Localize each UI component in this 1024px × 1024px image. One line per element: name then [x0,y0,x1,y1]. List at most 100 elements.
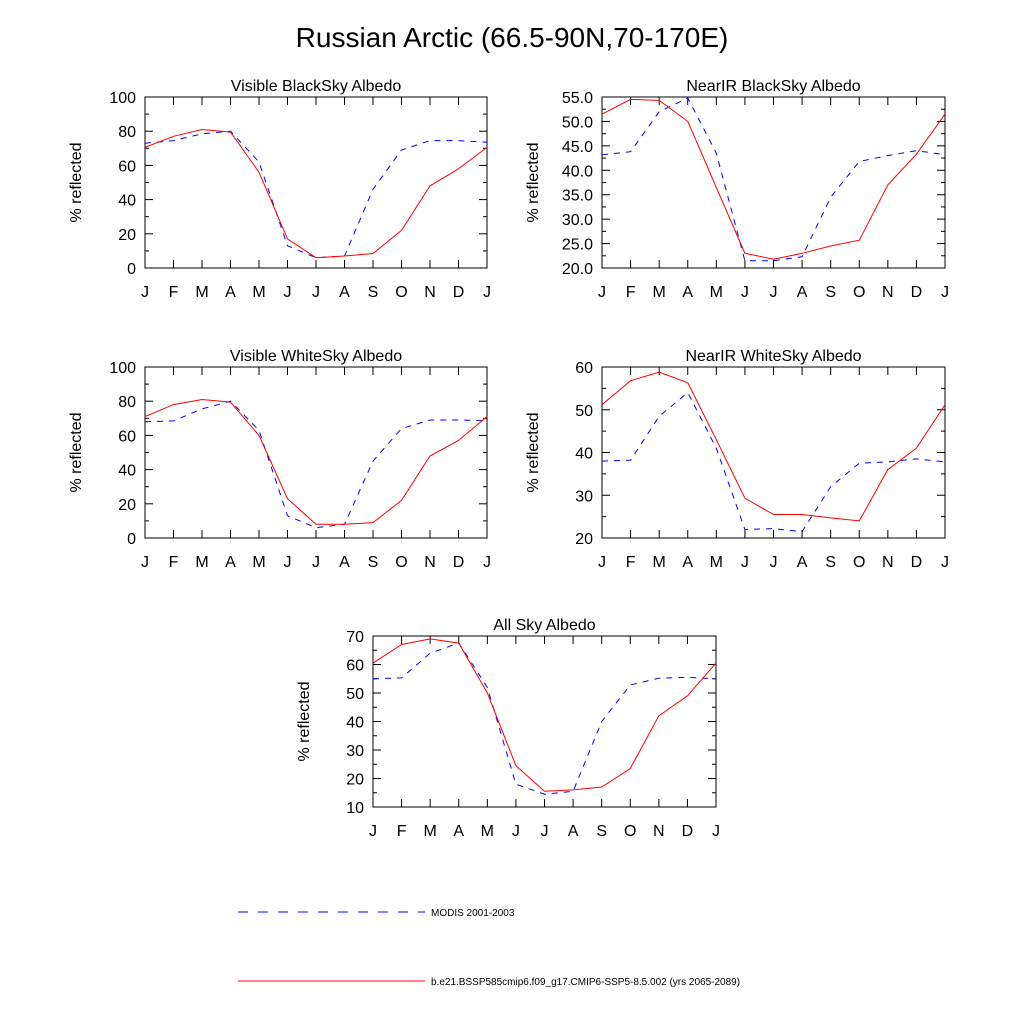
x-tick-label: D [911,284,923,301]
y-tick-label: 70 [346,629,364,646]
x-tick-label: A [682,284,693,301]
x-tick-label: N [882,284,894,301]
x-tick-label: F [169,284,179,301]
x-tick-label: N [882,554,894,571]
x-tick-label: O [853,284,865,301]
x-tick-label: O [395,284,407,301]
y-tick-label: 100 [109,360,136,377]
y-tick-label: 25.0 [562,237,593,254]
y-tick-label: 60 [118,428,136,445]
x-tick-label: A [682,554,693,571]
x-tick-label: S [825,554,836,571]
x-tick-label: S [368,284,379,301]
y-axis-label: % reflected [296,681,313,761]
y-tick-label: 40 [346,715,364,732]
figure-title: Russian Arctic (66.5-90N,70-170E) [295,22,729,53]
y-axis-label: % reflected [68,142,85,222]
x-tick-label: J [312,554,320,571]
x-tick-label: J [941,284,949,301]
y-tick-label: 10 [346,800,364,817]
y-tick-label: 50 [346,686,364,703]
x-tick-label: M [653,284,666,301]
series-line-modis [372,642,717,795]
x-tick-label: N [424,554,436,571]
x-tick-label: J [483,284,491,301]
x-tick-label: M [653,554,666,571]
y-tick-label: 80 [118,394,136,411]
x-tick-label: J [284,554,292,571]
x-tick-label: J [741,284,749,301]
x-tick-label: O [624,823,636,840]
x-tick-label: N [653,823,665,840]
x-tick-label: J [483,554,491,571]
y-tick-label: 20 [118,227,136,244]
x-tick-label: M [424,823,437,840]
y-tick-label: 30 [575,488,593,505]
y-tick-label: 0 [127,261,136,278]
x-tick-label: J [598,284,606,301]
x-tick-label: M [710,554,723,571]
panel-title: Visible BlackSky Albedo [231,78,402,95]
series-line-model [144,128,488,259]
panel-title: NearIR WhiteSky Albedo [685,348,861,365]
y-tick-label: 60 [346,658,364,675]
y-tick-label: 0 [127,531,136,548]
panel-title: All Sky Albedo [493,617,595,634]
y-axis-label: % reflected [525,412,542,492]
x-tick-label: A [568,823,579,840]
y-tick-label: 45.0 [562,139,593,156]
y-tick-label: 30.0 [562,212,593,229]
y-axis-label: % reflected [525,142,542,222]
x-tick-label: F [626,284,636,301]
x-tick-label: J [770,554,778,571]
x-tick-label: A [225,284,236,301]
y-tick-label: 40 [118,193,136,210]
series-line-modis [144,130,488,259]
x-tick-label: F [626,554,636,571]
series-line-model [601,98,946,260]
y-tick-label: 20 [575,531,593,548]
y-axis-label: % reflected [68,412,85,492]
y-tick-label: 20.0 [562,261,593,278]
x-tick-label: J [312,284,320,301]
x-tick-label: J [141,284,149,301]
x-tick-label: J [369,823,377,840]
x-tick-label: J [941,554,949,571]
x-tick-label: O [853,554,865,571]
x-tick-label: A [339,554,350,571]
y-tick-label: 55.0 [562,90,593,107]
x-tick-label: J [141,554,149,571]
x-tick-label: J [712,823,720,840]
x-tick-label: S [596,823,607,840]
series-line-modis [601,97,946,262]
plot-frame [372,635,717,808]
y-tick-label: 20 [346,772,364,789]
x-tick-label: D [911,554,923,571]
y-tick-label: 35.0 [562,188,593,205]
x-tick-label: A [797,284,808,301]
x-tick-label: M [710,284,723,301]
x-tick-label: J [512,823,520,840]
y-tick-label: 30 [346,743,364,760]
x-tick-label: N [424,284,436,301]
x-tick-label: J [770,284,778,301]
series-line-model [144,398,488,525]
x-tick-label: F [169,554,179,571]
x-tick-label: M [252,284,265,301]
x-tick-label: D [453,554,465,571]
x-tick-label: M [195,284,208,301]
legend-label-modis: MODIS 2001-2003 [431,908,515,919]
legend: MODIS 2001-2003 b.e21.BSSP585cmip6.f09_g… [238,908,740,988]
series-line-model [601,371,946,522]
y-tick-label: 40 [575,446,593,463]
x-tick-label: M [252,554,265,571]
x-tick-label: S [368,554,379,571]
y-tick-label: 50.0 [562,114,593,131]
x-tick-label: A [797,554,808,571]
x-tick-label: D [453,284,465,301]
